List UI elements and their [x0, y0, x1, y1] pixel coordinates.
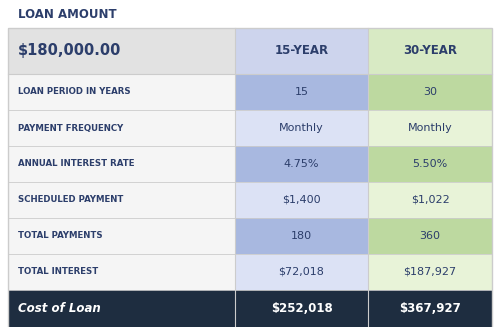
Bar [235, 254, 368, 290]
Text: $1,400: $1,400 [282, 195, 321, 205]
Bar [8, 146, 235, 182]
Bar [8, 218, 235, 254]
Text: Cost of Loan: Cost of Loan [18, 302, 101, 316]
Text: 15: 15 [294, 87, 308, 97]
Text: ANNUAL INTEREST RATE: ANNUAL INTEREST RATE [18, 160, 134, 168]
Bar [368, 254, 492, 290]
Text: 30-YEAR: 30-YEAR [403, 44, 457, 58]
Bar [368, 28, 492, 74]
Bar [8, 182, 235, 218]
Text: 4.75%: 4.75% [284, 159, 320, 169]
Text: $180,000.00: $180,000.00 [18, 43, 122, 59]
Text: PAYMENT FREQUENCY: PAYMENT FREQUENCY [18, 124, 123, 132]
Text: $252,018: $252,018 [270, 302, 332, 316]
Text: $1,022: $1,022 [410, 195, 450, 205]
Text: LOAN AMOUNT: LOAN AMOUNT [18, 8, 116, 21]
Text: $187,927: $187,927 [404, 267, 456, 277]
Bar [235, 28, 368, 74]
Bar [235, 182, 368, 218]
Bar [368, 110, 492, 146]
Bar [235, 218, 368, 254]
Bar [235, 74, 368, 110]
Text: LOAN PERIOD IN YEARS: LOAN PERIOD IN YEARS [18, 88, 130, 96]
Bar [8, 254, 235, 290]
Text: $72,018: $72,018 [278, 267, 324, 277]
Bar [8, 28, 492, 74]
Bar [235, 110, 368, 146]
Text: 30: 30 [423, 87, 437, 97]
Bar [8, 290, 492, 327]
Text: 360: 360 [420, 231, 440, 241]
Text: 15-YEAR: 15-YEAR [274, 44, 328, 58]
Text: SCHEDULED PAYMENT: SCHEDULED PAYMENT [18, 196, 124, 204]
Bar [8, 74, 235, 110]
Bar [368, 146, 492, 182]
Bar [368, 74, 492, 110]
Text: 5.50%: 5.50% [412, 159, 448, 169]
Text: Monthly: Monthly [279, 123, 324, 133]
Text: Monthly: Monthly [408, 123, 453, 133]
Bar [368, 218, 492, 254]
Text: $367,927: $367,927 [399, 302, 461, 316]
Text: TOTAL INTEREST: TOTAL INTEREST [18, 267, 98, 277]
Text: TOTAL PAYMENTS: TOTAL PAYMENTS [18, 232, 102, 240]
Bar [8, 110, 235, 146]
Bar [235, 146, 368, 182]
Text: 180: 180 [291, 231, 312, 241]
Bar [368, 182, 492, 218]
